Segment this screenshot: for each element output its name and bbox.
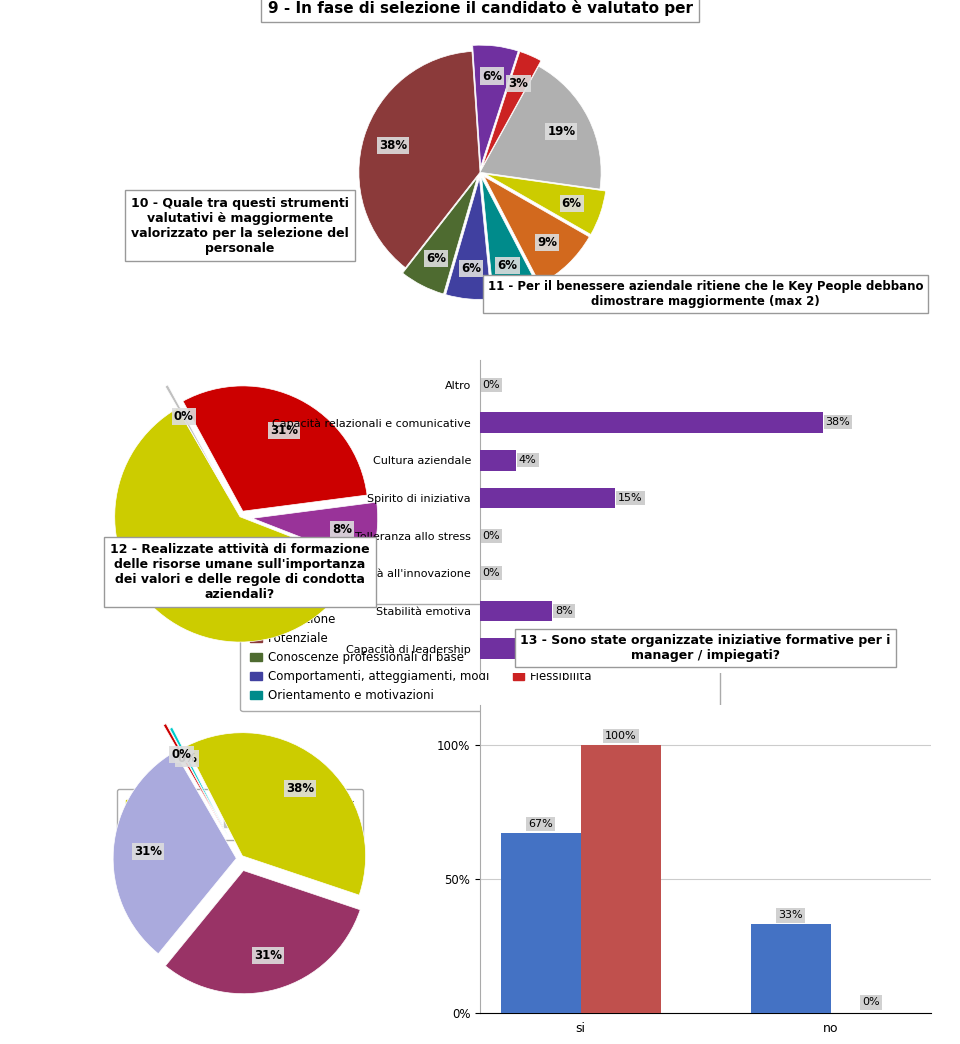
Legend: intervista, test, assessment center, altro: intervista, test, assessment center, alt… — [117, 789, 363, 839]
Bar — [480, 488, 615, 508]
Wedge shape — [483, 51, 540, 167]
Bar — [480, 600, 552, 621]
Text: 0%: 0% — [483, 530, 500, 541]
Wedge shape — [170, 728, 228, 837]
Wedge shape — [482, 179, 538, 299]
Title: 9 - In fase di selezione il candidato è valutato per: 9 - In fase di selezione il candidato è … — [268, 0, 692, 16]
Text: 4%: 4% — [518, 455, 537, 466]
Title: 10 - Quale tra questi strumenti
valutativi è maggiormente
valorizzato per la sel: 10 - Quale tra questi strumenti valutati… — [132, 196, 348, 255]
Legend: Prestazione, Potenziale, Conoscenze professionali di base, Comportamenti, attegg: Prestazione, Potenziale, Conoscenze prof… — [240, 603, 720, 711]
Text: 35%: 35% — [799, 644, 823, 654]
Text: 15%: 15% — [618, 493, 642, 503]
Text: 6%: 6% — [461, 262, 481, 276]
Text: 61%: 61% — [167, 578, 195, 592]
Wedge shape — [186, 733, 366, 895]
Wedge shape — [402, 177, 477, 294]
Wedge shape — [165, 385, 228, 495]
Wedge shape — [445, 179, 492, 300]
Title: 13 - Sono state organizzate iniziative formative per i
manager / impiegati?: 13 - Sono state organizzate iniziative f… — [520, 635, 891, 662]
Text: 0%: 0% — [172, 748, 191, 761]
Wedge shape — [359, 51, 480, 267]
Text: 38%: 38% — [379, 139, 407, 152]
Wedge shape — [484, 176, 589, 284]
Text: 6%: 6% — [482, 70, 502, 82]
Bar — [480, 412, 823, 433]
Text: 0%: 0% — [177, 752, 197, 765]
Wedge shape — [472, 45, 518, 166]
Text: 31%: 31% — [133, 845, 162, 858]
Text: 19%: 19% — [547, 125, 575, 138]
Text: 9%: 9% — [537, 236, 557, 248]
Text: 8%: 8% — [555, 607, 573, 616]
Text: 8%: 8% — [332, 523, 352, 536]
Wedge shape — [115, 408, 357, 642]
Wedge shape — [183, 386, 367, 512]
Text: 3%: 3% — [509, 77, 529, 90]
Text: 6%: 6% — [497, 259, 517, 271]
Title: 12 - Realizzate attività di formazione
delle risorse umane sull'importanza
dei v: 12 - Realizzate attività di formazione d… — [110, 543, 370, 600]
Wedge shape — [165, 871, 360, 994]
Text: 0%: 0% — [483, 380, 500, 389]
Text: 67%: 67% — [528, 820, 553, 829]
Wedge shape — [252, 502, 377, 564]
Bar — [500, 833, 581, 1013]
Bar — [751, 924, 830, 1013]
Text: 0%: 0% — [862, 997, 879, 1007]
Text: 6%: 6% — [426, 252, 445, 265]
Bar — [581, 744, 660, 1013]
Text: 100%: 100% — [605, 731, 636, 741]
Wedge shape — [480, 66, 601, 189]
Text: 6%: 6% — [562, 197, 582, 210]
Text: 38%: 38% — [826, 418, 851, 427]
Wedge shape — [113, 752, 236, 954]
Text: 33%: 33% — [779, 910, 803, 921]
Title: 11 - Per il benessere aziendale ritiene che le Key People debbano
dimostrare mag: 11 - Per il benessere aziendale ritiene … — [488, 280, 924, 308]
Text: 0%: 0% — [174, 409, 194, 423]
Text: 38%: 38% — [286, 782, 314, 796]
Text: 31%: 31% — [254, 949, 282, 963]
Wedge shape — [163, 723, 225, 832]
Wedge shape — [486, 174, 606, 235]
Bar — [480, 450, 516, 471]
Text: 31%: 31% — [270, 424, 298, 437]
Text: 0%: 0% — [483, 568, 500, 578]
Bar — [480, 638, 796, 659]
